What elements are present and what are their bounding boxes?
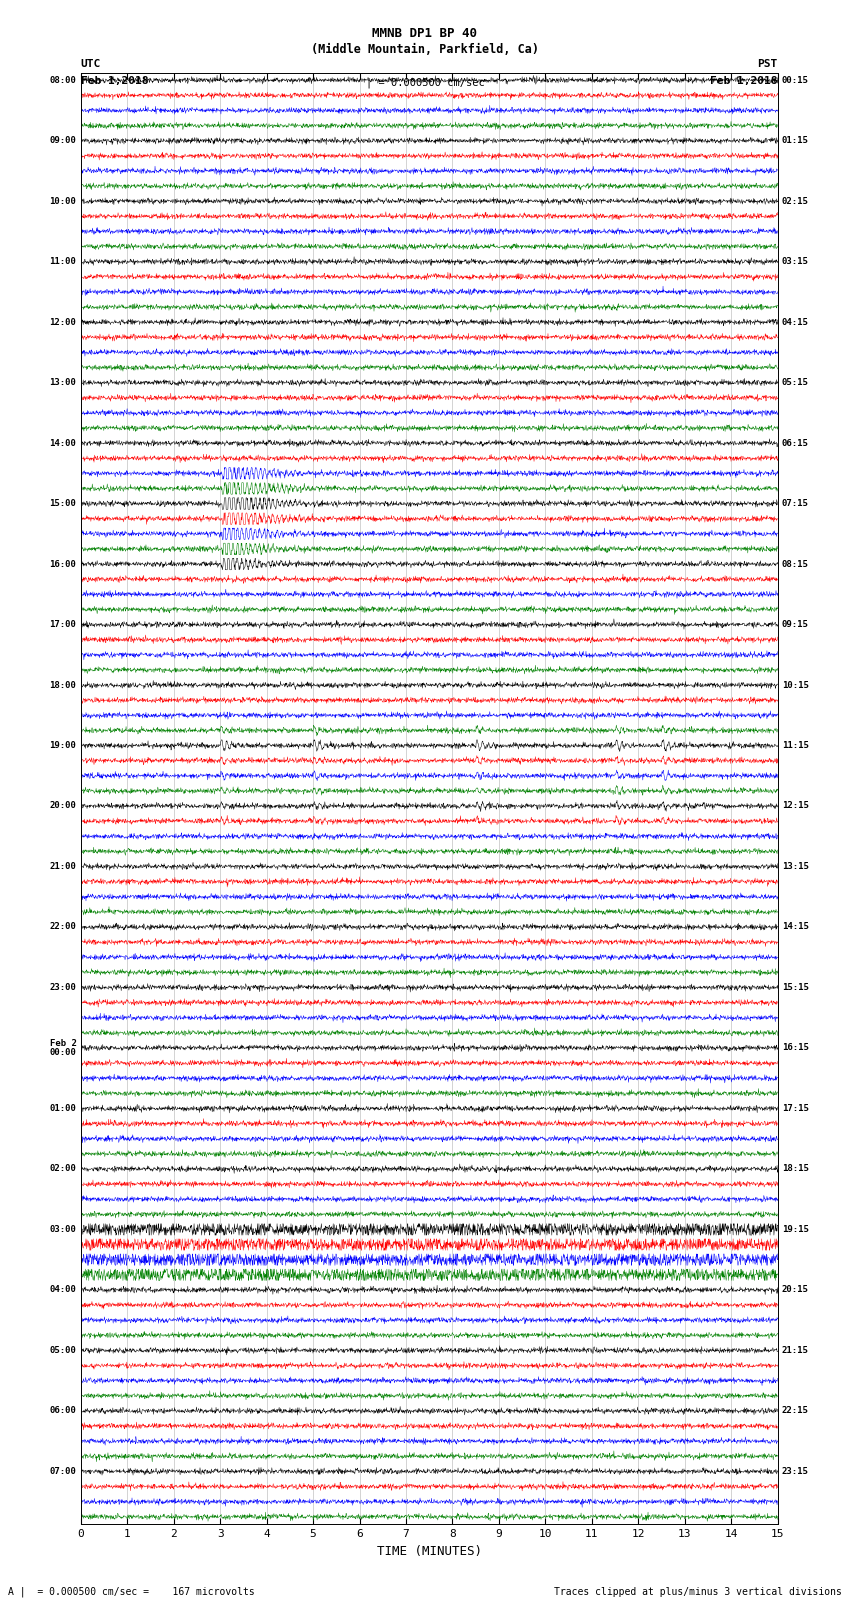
Text: 05:00: 05:00 xyxy=(49,1345,76,1355)
Text: 22:15: 22:15 xyxy=(782,1407,809,1415)
Text: 19:00: 19:00 xyxy=(49,740,76,750)
X-axis label: TIME (MINUTES): TIME (MINUTES) xyxy=(377,1545,482,1558)
Text: 18:00: 18:00 xyxy=(49,681,76,689)
Text: 07:15: 07:15 xyxy=(782,498,809,508)
Text: 21:00: 21:00 xyxy=(49,861,76,871)
Text: 17:15: 17:15 xyxy=(782,1103,809,1113)
Text: 15:00: 15:00 xyxy=(49,498,76,508)
Text: 19:15: 19:15 xyxy=(782,1224,809,1234)
Text: 10:00: 10:00 xyxy=(49,197,76,205)
Text: 02:00: 02:00 xyxy=(49,1165,76,1173)
Text: 05:15: 05:15 xyxy=(782,377,809,387)
Text: Traces clipped at plus/minus 3 vertical divisions: Traces clipped at plus/minus 3 vertical … xyxy=(553,1587,842,1597)
Text: 04:15: 04:15 xyxy=(782,318,809,326)
Text: 00:15: 00:15 xyxy=(782,76,809,84)
Text: 08:15: 08:15 xyxy=(782,560,809,568)
Text: | = 0.000500 cm/sec: | = 0.000500 cm/sec xyxy=(366,77,484,89)
Text: MMNB DP1 BP 40: MMNB DP1 BP 40 xyxy=(372,27,478,40)
Text: 12:00: 12:00 xyxy=(49,318,76,326)
Text: 01:00: 01:00 xyxy=(49,1103,76,1113)
Text: 08:00: 08:00 xyxy=(49,76,76,84)
Text: 13:15: 13:15 xyxy=(782,861,809,871)
Text: 04:00: 04:00 xyxy=(49,1286,76,1294)
Text: UTC: UTC xyxy=(81,60,101,69)
Text: Feb 1,2018: Feb 1,2018 xyxy=(81,76,148,85)
Text: 13:00: 13:00 xyxy=(49,377,76,387)
Text: 12:15: 12:15 xyxy=(782,802,809,810)
Text: 06:15: 06:15 xyxy=(782,439,809,447)
Text: 23:15: 23:15 xyxy=(782,1466,809,1476)
Text: Feb 1,2018: Feb 1,2018 xyxy=(711,76,778,85)
Text: PST: PST xyxy=(757,60,778,69)
Text: 06:00: 06:00 xyxy=(49,1407,76,1415)
Text: 15:15: 15:15 xyxy=(782,982,809,992)
Text: 02:15: 02:15 xyxy=(782,197,809,205)
Text: 11:00: 11:00 xyxy=(49,256,76,266)
Text: 22:00: 22:00 xyxy=(49,923,76,931)
Text: 09:00: 09:00 xyxy=(49,135,76,145)
Text: A |  = 0.000500 cm/sec =    167 microvolts: A | = 0.000500 cm/sec = 167 microvolts xyxy=(8,1586,255,1597)
Text: 18:15: 18:15 xyxy=(782,1165,809,1173)
Text: 01:15: 01:15 xyxy=(782,135,809,145)
Text: 10:15: 10:15 xyxy=(782,681,809,689)
Text: 17:00: 17:00 xyxy=(49,619,76,629)
Text: 14:00: 14:00 xyxy=(49,439,76,447)
Text: 21:15: 21:15 xyxy=(782,1345,809,1355)
Text: 03:00: 03:00 xyxy=(49,1224,76,1234)
Text: Feb 2
00:00: Feb 2 00:00 xyxy=(49,1039,76,1057)
Text: 16:00: 16:00 xyxy=(49,560,76,568)
Text: 14:15: 14:15 xyxy=(782,923,809,931)
Text: 07:00: 07:00 xyxy=(49,1466,76,1476)
Text: 20:15: 20:15 xyxy=(782,1286,809,1294)
Text: 09:15: 09:15 xyxy=(782,619,809,629)
Text: 20:00: 20:00 xyxy=(49,802,76,810)
Text: 23:00: 23:00 xyxy=(49,982,76,992)
Text: 11:15: 11:15 xyxy=(782,740,809,750)
Text: 16:15: 16:15 xyxy=(782,1044,809,1052)
Text: 03:15: 03:15 xyxy=(782,256,809,266)
Text: (Middle Mountain, Parkfield, Ca): (Middle Mountain, Parkfield, Ca) xyxy=(311,44,539,56)
